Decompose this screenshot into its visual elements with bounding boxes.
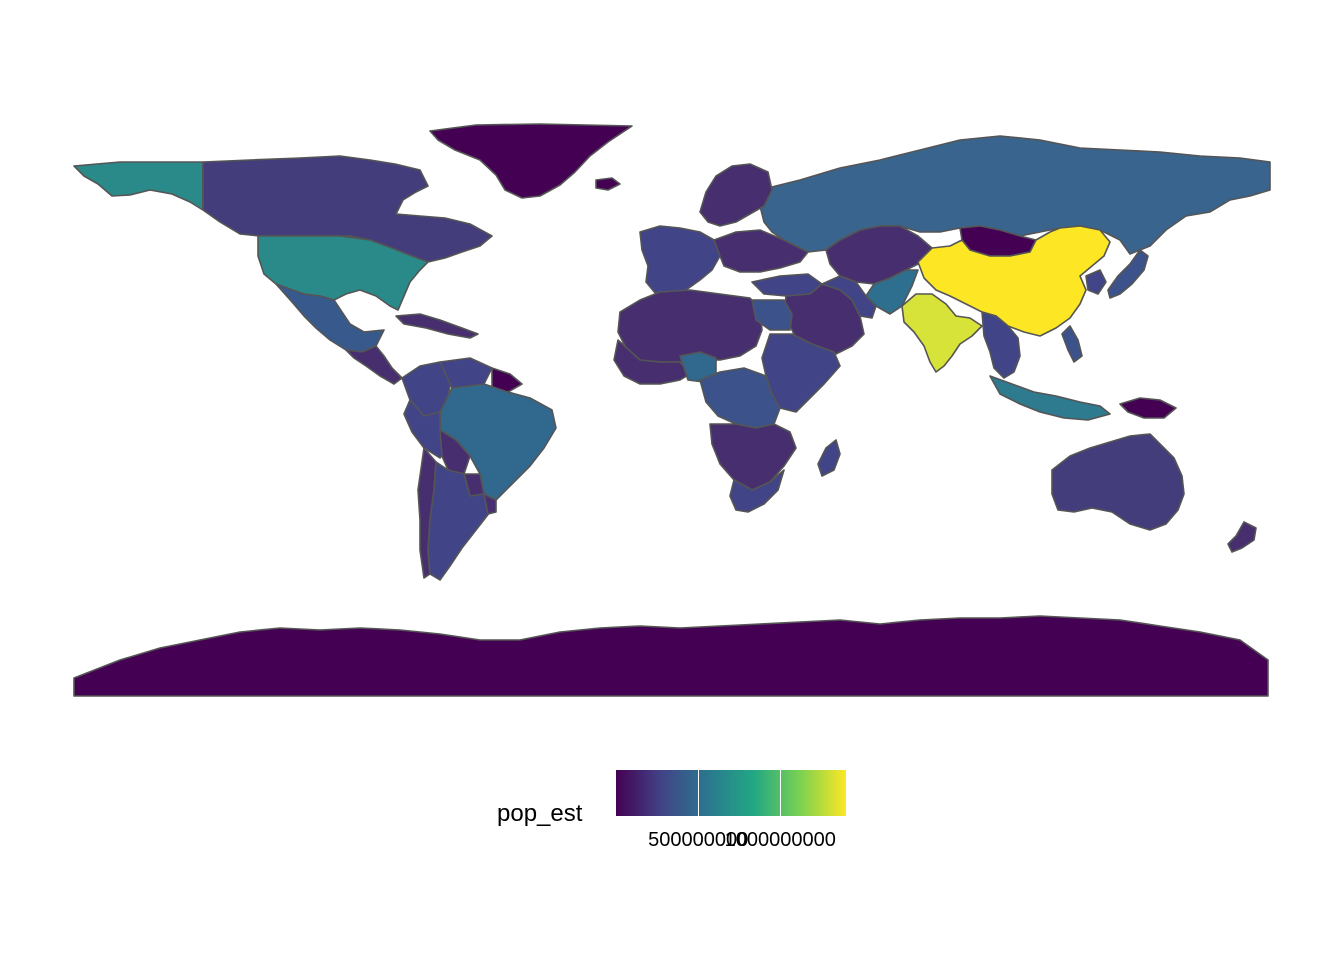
country-australia — [1051, 433, 1185, 531]
country-central-africa — [699, 367, 781, 429]
country-guianas — [491, 367, 523, 393]
country-korea — [1085, 269, 1107, 295]
country-iceland — [595, 177, 621, 191]
country-north-africa — [617, 289, 763, 363]
country-mexico — [275, 283, 385, 353]
country-south-africa — [729, 469, 785, 513]
country-layer — [73, 123, 1271, 697]
country-scandinavia — [699, 163, 773, 227]
country-western-europe — [639, 225, 721, 297]
country-west-africa — [613, 339, 691, 385]
country-caribbean — [395, 313, 479, 339]
country-argentina — [427, 461, 491, 581]
country-greenland — [429, 123, 633, 199]
country-new-guinea — [1119, 397, 1177, 419]
country-antarctica — [73, 615, 1269, 697]
country-uruguay — [483, 493, 497, 515]
country-madagascar — [817, 439, 841, 477]
country-new-zealand — [1227, 521, 1257, 553]
country-india — [901, 293, 983, 373]
country-alaska — [73, 161, 204, 211]
country-southeast-asia — [981, 311, 1021, 379]
country-southern-africa — [709, 423, 797, 491]
country-egypt — [751, 299, 793, 331]
country-iran — [821, 275, 877, 319]
country-eastern-europe — [713, 229, 809, 273]
country-japan — [1107, 249, 1149, 299]
country-philippines — [1061, 325, 1083, 363]
country-indonesia — [989, 375, 1111, 421]
country-central-america — [345, 345, 403, 385]
